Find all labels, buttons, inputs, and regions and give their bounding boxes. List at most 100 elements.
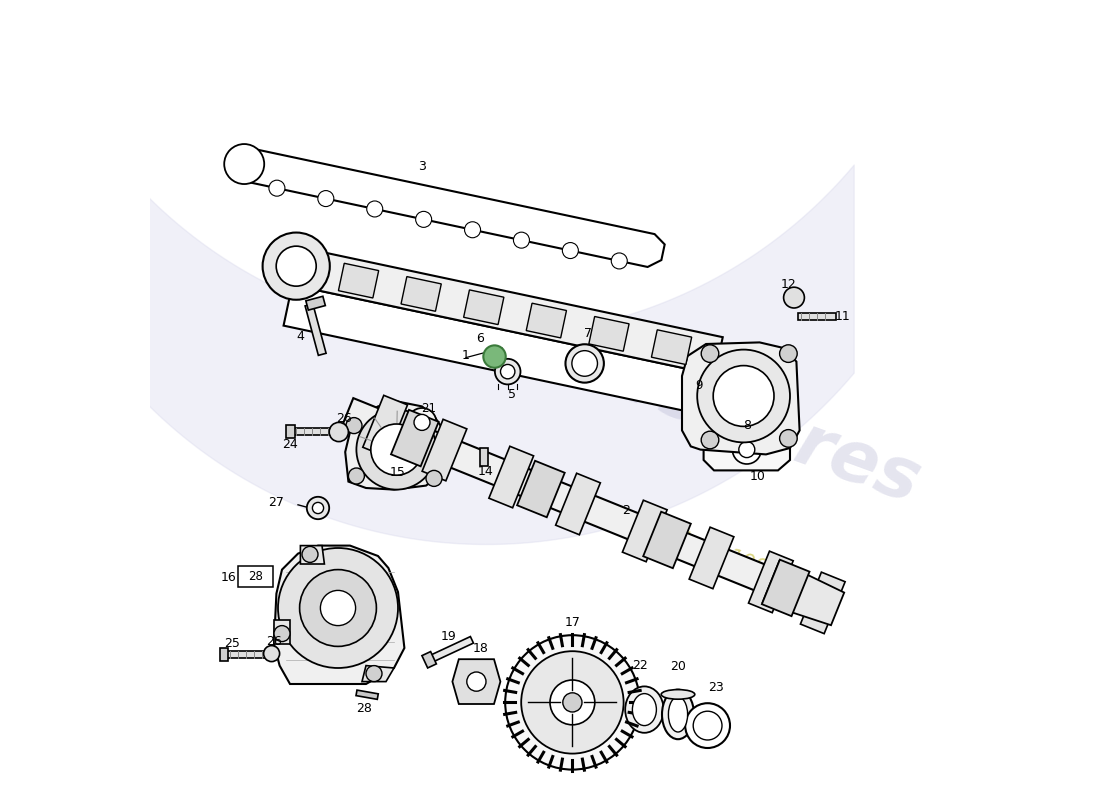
- Polygon shape: [422, 651, 437, 668]
- Circle shape: [307, 497, 329, 519]
- Text: 28: 28: [249, 570, 263, 583]
- Circle shape: [783, 287, 804, 308]
- Polygon shape: [231, 148, 664, 267]
- Circle shape: [320, 590, 355, 626]
- Text: 24: 24: [282, 438, 298, 450]
- Circle shape: [299, 570, 376, 646]
- Text: 2: 2: [623, 504, 630, 517]
- Circle shape: [426, 470, 442, 486]
- Polygon shape: [748, 551, 793, 613]
- Polygon shape: [223, 651, 268, 658]
- Circle shape: [701, 345, 718, 362]
- Circle shape: [780, 430, 798, 447]
- Circle shape: [612, 253, 627, 269]
- Text: 4: 4: [297, 330, 305, 342]
- Text: 1: 1: [462, 350, 470, 362]
- Circle shape: [408, 408, 437, 437]
- Circle shape: [416, 211, 431, 227]
- Text: 7: 7: [584, 326, 592, 339]
- Polygon shape: [480, 448, 487, 466]
- Polygon shape: [284, 285, 715, 415]
- Circle shape: [780, 345, 798, 362]
- Polygon shape: [339, 263, 378, 298]
- Circle shape: [414, 414, 430, 430]
- Polygon shape: [402, 277, 441, 311]
- Circle shape: [733, 435, 761, 464]
- Circle shape: [483, 346, 506, 368]
- Polygon shape: [526, 303, 566, 338]
- Text: 20: 20: [670, 660, 686, 673]
- Polygon shape: [422, 419, 466, 481]
- Text: 15: 15: [390, 466, 406, 479]
- Text: 16: 16: [221, 571, 236, 584]
- Circle shape: [563, 693, 582, 712]
- Text: 21: 21: [421, 402, 436, 414]
- Polygon shape: [274, 620, 290, 644]
- Polygon shape: [305, 304, 326, 355]
- Circle shape: [500, 365, 515, 379]
- Polygon shape: [623, 500, 667, 562]
- Text: 25: 25: [224, 637, 240, 650]
- Circle shape: [693, 711, 722, 740]
- Ellipse shape: [661, 690, 695, 699]
- Text: eurspares: eurspares: [522, 314, 930, 518]
- Text: 8: 8: [742, 419, 751, 432]
- Polygon shape: [704, 382, 790, 470]
- Circle shape: [312, 502, 323, 514]
- Text: a passion for parts since 1985: a passion for parts since 1985: [478, 457, 781, 583]
- Circle shape: [366, 666, 382, 682]
- Circle shape: [572, 350, 597, 376]
- Text: 19: 19: [440, 630, 456, 643]
- Text: 23: 23: [707, 681, 724, 694]
- Circle shape: [713, 366, 774, 426]
- Polygon shape: [286, 425, 295, 438]
- Ellipse shape: [632, 694, 657, 726]
- Circle shape: [521, 651, 624, 754]
- Circle shape: [329, 422, 349, 442]
- Circle shape: [550, 680, 595, 725]
- Polygon shape: [801, 572, 845, 634]
- Circle shape: [371, 424, 422, 475]
- Polygon shape: [452, 659, 500, 704]
- Text: 26: 26: [266, 635, 282, 648]
- Polygon shape: [651, 330, 692, 365]
- Text: 3: 3: [418, 160, 426, 173]
- Ellipse shape: [625, 686, 663, 733]
- Circle shape: [739, 442, 755, 458]
- Polygon shape: [588, 317, 629, 351]
- Circle shape: [685, 703, 730, 748]
- Circle shape: [565, 344, 604, 382]
- Ellipse shape: [662, 690, 694, 739]
- Circle shape: [318, 190, 333, 206]
- Circle shape: [346, 418, 362, 434]
- Circle shape: [697, 350, 790, 442]
- Circle shape: [366, 201, 383, 217]
- Text: 28: 28: [356, 702, 372, 715]
- Polygon shape: [488, 446, 534, 508]
- Circle shape: [274, 626, 290, 642]
- Circle shape: [356, 410, 437, 490]
- Circle shape: [349, 468, 364, 484]
- Polygon shape: [390, 410, 439, 466]
- Polygon shape: [290, 428, 336, 435]
- Circle shape: [224, 144, 264, 184]
- Circle shape: [276, 246, 316, 286]
- Polygon shape: [363, 395, 407, 457]
- Circle shape: [264, 646, 279, 662]
- Polygon shape: [517, 461, 564, 518]
- Polygon shape: [293, 247, 723, 374]
- Text: 17: 17: [564, 616, 581, 629]
- Polygon shape: [644, 512, 691, 568]
- Polygon shape: [343, 398, 813, 610]
- Text: 26: 26: [336, 412, 352, 425]
- Circle shape: [701, 431, 718, 449]
- Circle shape: [505, 635, 639, 770]
- Polygon shape: [427, 637, 473, 663]
- Polygon shape: [274, 546, 405, 684]
- Text: 9: 9: [695, 379, 703, 392]
- Circle shape: [466, 672, 486, 691]
- Text: 6: 6: [476, 333, 484, 346]
- Polygon shape: [762, 561, 844, 626]
- FancyBboxPatch shape: [238, 566, 273, 587]
- Circle shape: [278, 548, 398, 668]
